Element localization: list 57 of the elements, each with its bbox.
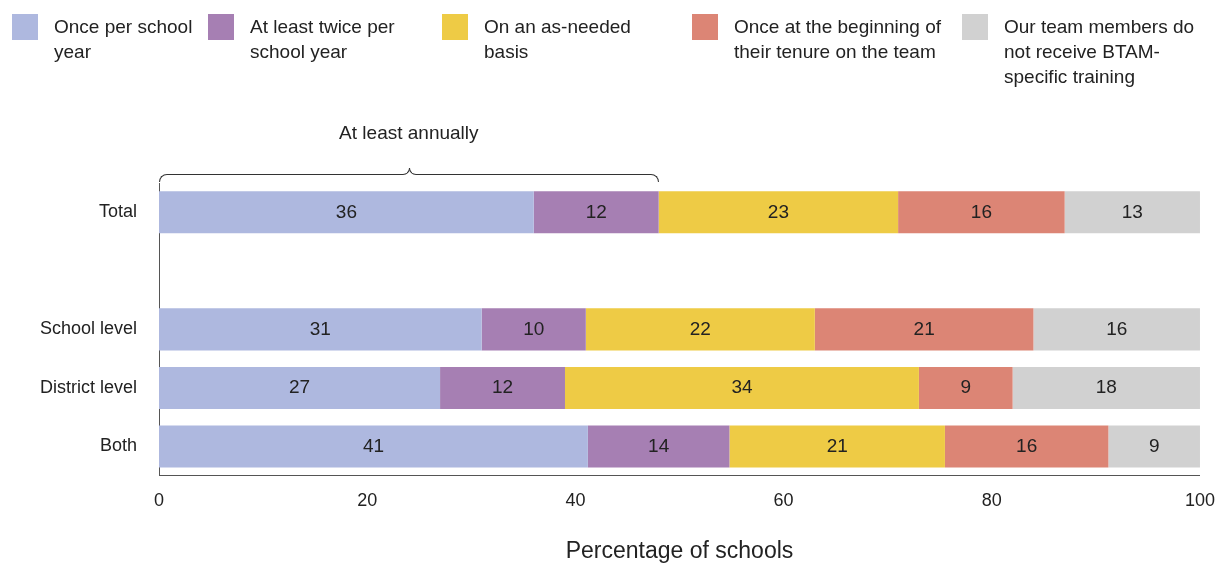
data-label: 9 xyxy=(960,376,972,398)
bar xyxy=(159,308,482,351)
data-label: 27 xyxy=(288,376,311,398)
x-tick-label: 100 xyxy=(1184,489,1216,510)
bar xyxy=(1064,191,1200,234)
data-label: 31 xyxy=(309,317,331,339)
data-label: 14 xyxy=(648,434,670,456)
y-tick-label: Total xyxy=(98,201,137,222)
x-axis-title: Percentage of schools xyxy=(565,536,794,563)
y-tick-label: Both xyxy=(99,435,137,456)
data-label: 10 xyxy=(523,317,545,339)
bar xyxy=(1012,366,1200,410)
bar xyxy=(1033,308,1200,351)
data-label: 41 xyxy=(362,434,385,456)
data-label: 12 xyxy=(585,200,607,222)
bar xyxy=(587,425,730,468)
data-label: 12 xyxy=(491,376,514,398)
legend-label: Our team members do not receive BTAM-specific training xyxy=(1004,15,1196,89)
data-label: 36 xyxy=(335,200,357,222)
data-label: 16 xyxy=(1106,317,1128,339)
data-label: 34 xyxy=(731,376,753,398)
bar xyxy=(159,366,441,410)
bar xyxy=(658,191,899,234)
y-tick-label: District level xyxy=(39,376,137,397)
x-tick-label: 20 xyxy=(357,489,378,510)
data-label: 21 xyxy=(913,317,935,339)
data-label: 22 xyxy=(689,317,711,339)
bar xyxy=(585,308,815,351)
legend-label: On an as-needed basis xyxy=(484,15,632,64)
text: At least annually xyxy=(339,122,479,145)
bar xyxy=(533,191,659,234)
x-tick-label: 60 xyxy=(773,489,794,510)
data-label: 16 xyxy=(970,200,992,222)
bar xyxy=(1108,425,1200,468)
bar xyxy=(159,425,588,468)
x-tick-label: 0 xyxy=(153,489,165,510)
legend-label: Once at the beginning of their tenure on the team xyxy=(734,15,943,64)
y-tick-label: School level xyxy=(39,318,137,339)
x-tick-label: 80 xyxy=(981,489,1002,510)
bar xyxy=(564,366,919,410)
data-label: 9 xyxy=(1148,434,1160,456)
bar xyxy=(729,425,945,468)
data-label: 18 xyxy=(1095,376,1117,398)
bar xyxy=(918,366,1013,410)
data-label: 13 xyxy=(1121,200,1143,222)
bar xyxy=(159,191,534,234)
bar xyxy=(440,366,565,410)
data-label: 21 xyxy=(826,434,848,456)
bar xyxy=(898,191,1065,234)
x-tick-label: 40 xyxy=(565,489,586,510)
data-label: 23 xyxy=(767,200,789,222)
data-label: 16 xyxy=(1016,434,1038,456)
bar xyxy=(944,425,1109,468)
legend-label: At least twice per school year xyxy=(250,15,396,64)
legend-label: Once per school year xyxy=(54,15,194,64)
bar xyxy=(814,308,1034,351)
bar xyxy=(481,308,586,351)
